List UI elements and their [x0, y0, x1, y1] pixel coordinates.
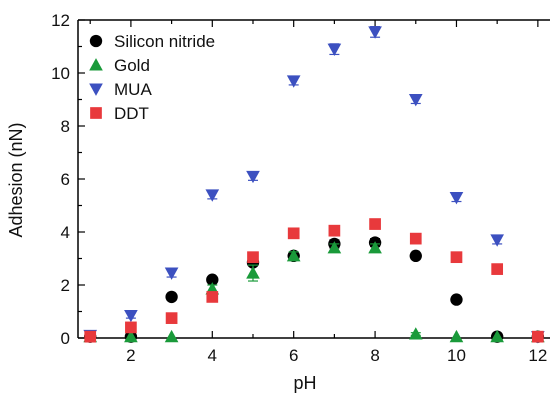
data-point [532, 330, 544, 343]
data-point [286, 75, 301, 88]
data-point [124, 329, 138, 343]
data-point [369, 218, 381, 230]
data-point [449, 192, 464, 205]
data-point [328, 224, 341, 237]
data-point [408, 93, 423, 107]
x-axis-label: pH [293, 373, 316, 393]
data-point [449, 329, 464, 343]
legend-marker [89, 34, 103, 48]
legend-label: MUA [114, 80, 152, 99]
series-silicon-nitride [84, 236, 545, 343]
data-point [205, 189, 220, 202]
legend-label: DDT [114, 104, 149, 123]
y-tick-label: 2 [61, 276, 70, 295]
data-point [490, 234, 504, 247]
legend: Silicon nitride Gold MUA DDT [89, 32, 215, 123]
data-point [84, 330, 97, 343]
data-point [408, 327, 423, 340]
y-tick-label: 12 [51, 11, 70, 30]
data-point [286, 249, 301, 262]
y-tick-label: 8 [61, 117, 70, 136]
data-point [246, 266, 260, 279]
data-point [246, 170, 260, 184]
data-point [490, 329, 504, 343]
data-point [491, 263, 504, 275]
legend-marker [89, 83, 103, 96]
x-tick-label: 10 [447, 346, 466, 365]
y-tick-label: 10 [51, 64, 70, 83]
x-tick-label: 2 [126, 346, 135, 365]
data-point [327, 43, 342, 56]
legend-label: Gold [114, 56, 150, 75]
y-tick-label: 6 [61, 170, 70, 189]
series-mua [83, 26, 545, 344]
data-point [368, 241, 382, 254]
data-point [327, 241, 342, 254]
x-tick-label: 4 [208, 346, 217, 365]
data-point [164, 267, 179, 280]
data-point [409, 249, 422, 263]
data-point [450, 251, 463, 264]
data-point [247, 251, 259, 264]
data-point [125, 321, 137, 334]
y-tick-label: 4 [61, 223, 70, 242]
x-tick-label: 12 [528, 346, 547, 365]
data-point [450, 293, 463, 306]
data-point [124, 309, 138, 323]
y-axis-label: Adhesion (nN) [6, 122, 26, 237]
data-point [165, 312, 178, 324]
data-series [83, 26, 545, 344]
data-point [206, 291, 219, 303]
series-gold [83, 241, 545, 343]
data-point [206, 273, 219, 286]
x-tick-label: 8 [370, 346, 379, 365]
y-tick-label: 0 [61, 329, 70, 348]
data-point [165, 290, 178, 304]
series-ddt [84, 218, 544, 343]
legend-marker [89, 58, 103, 71]
data-point [287, 227, 300, 240]
legend-label: Silicon nitride [114, 32, 215, 51]
legend-marker [90, 107, 102, 119]
data-point [164, 329, 179, 343]
data-point [409, 232, 422, 245]
x-tick-label: 6 [289, 346, 298, 365]
data-point [368, 26, 382, 39]
axis-ticks: 2 4 6 8 10 12 0 2 4 6 8 10 12 [51, 11, 547, 365]
